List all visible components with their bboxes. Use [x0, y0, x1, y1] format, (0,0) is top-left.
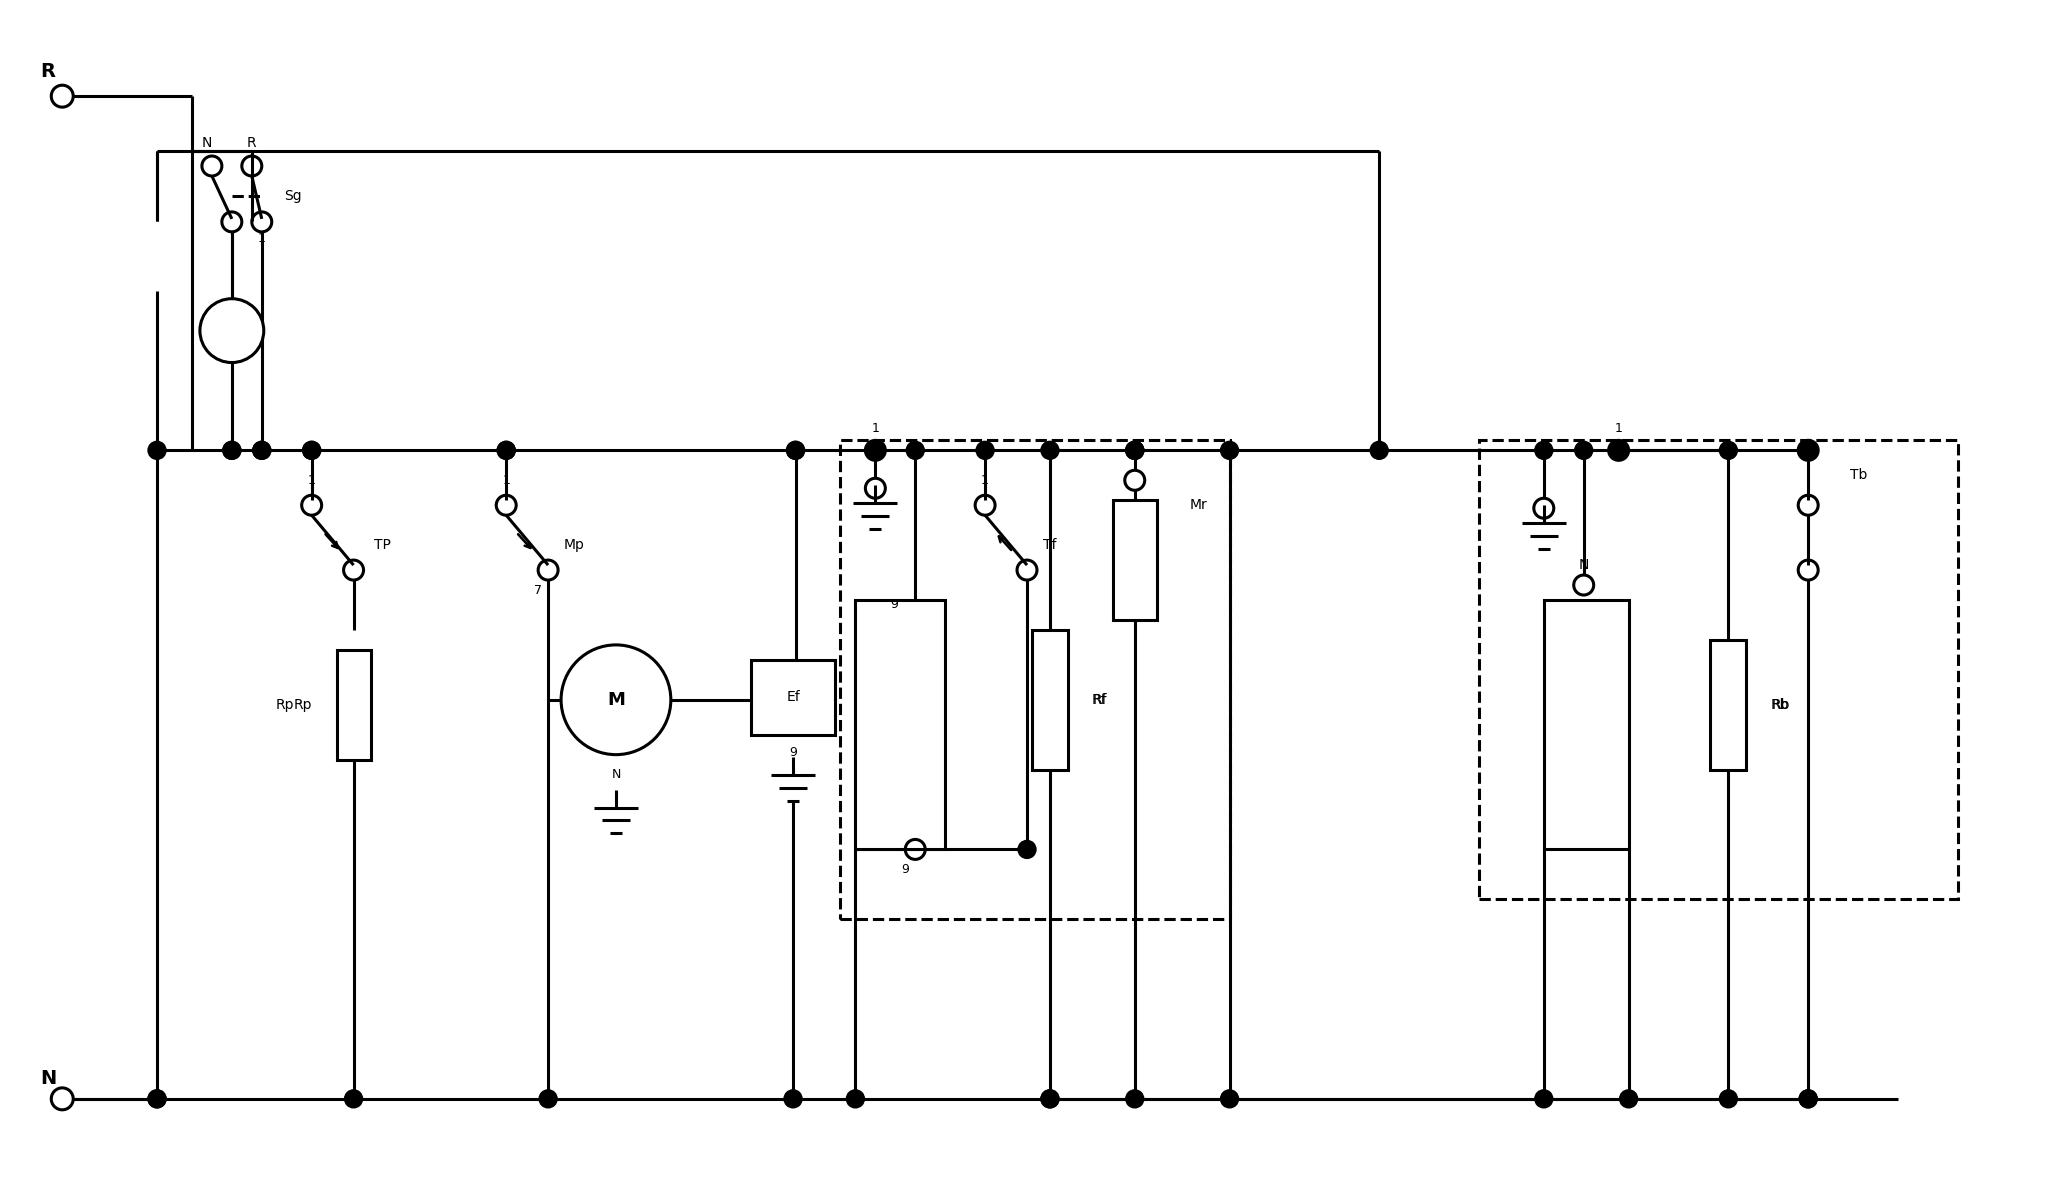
- Text: TP: TP: [374, 538, 391, 552]
- Bar: [1711, 640, 1746, 769]
- Circle shape: [1799, 442, 1818, 460]
- Text: R: R: [247, 136, 257, 150]
- Circle shape: [148, 1090, 167, 1108]
- Circle shape: [866, 442, 884, 460]
- Circle shape: [1575, 442, 1593, 460]
- Circle shape: [253, 442, 271, 460]
- Circle shape: [1620, 1090, 1637, 1108]
- Circle shape: [1799, 1090, 1818, 1108]
- Bar: [1544, 600, 1628, 850]
- Text: Rf: Rf: [1094, 692, 1108, 707]
- Text: Mp: Mp: [563, 538, 586, 552]
- Text: N: N: [41, 1069, 58, 1088]
- Circle shape: [1719, 1090, 1737, 1108]
- Circle shape: [977, 442, 995, 460]
- Circle shape: [1719, 442, 1737, 460]
- Text: 1: 1: [1614, 422, 1622, 434]
- Circle shape: [199, 299, 263, 362]
- Text: N: N: [1579, 558, 1589, 572]
- Circle shape: [1610, 442, 1628, 460]
- Text: Tb: Tb: [1850, 468, 1867, 482]
- Text: 7: 7: [535, 583, 543, 596]
- Circle shape: [302, 442, 321, 460]
- Bar: [1112, 500, 1158, 620]
- Circle shape: [498, 442, 516, 460]
- Circle shape: [1221, 1090, 1238, 1108]
- Text: Tf: Tf: [1042, 538, 1057, 552]
- Text: 1: 1: [257, 233, 265, 245]
- Circle shape: [222, 442, 241, 460]
- Circle shape: [561, 644, 670, 755]
- Circle shape: [1127, 442, 1143, 460]
- Circle shape: [787, 442, 804, 460]
- Circle shape: [1040, 1090, 1059, 1108]
- Circle shape: [783, 1090, 802, 1108]
- Circle shape: [253, 442, 271, 460]
- Text: 9: 9: [890, 599, 898, 612]
- Circle shape: [847, 1090, 864, 1108]
- Text: 9: 9: [790, 746, 798, 760]
- Text: 9: 9: [901, 863, 909, 876]
- Text: 1: 1: [502, 474, 510, 487]
- Circle shape: [1369, 442, 1388, 460]
- Circle shape: [148, 1090, 167, 1108]
- Text: 1: 1: [981, 474, 989, 487]
- Bar: [841, 440, 1229, 919]
- Text: R: R: [41, 61, 56, 80]
- Text: Rb: Rb: [1772, 697, 1791, 712]
- Circle shape: [345, 1090, 362, 1108]
- Circle shape: [1536, 442, 1552, 460]
- Circle shape: [302, 442, 321, 460]
- Bar: [1032, 630, 1067, 769]
- Text: 1: 1: [308, 474, 317, 487]
- Circle shape: [222, 442, 241, 460]
- Circle shape: [498, 442, 516, 460]
- Circle shape: [1127, 442, 1143, 460]
- Bar: [855, 600, 946, 850]
- Text: Rb: Rb: [1770, 697, 1789, 712]
- Circle shape: [787, 442, 804, 460]
- Circle shape: [1127, 1090, 1143, 1108]
- Circle shape: [1799, 1090, 1818, 1108]
- Text: Ef: Ef: [785, 690, 800, 704]
- Bar: [750, 660, 835, 734]
- Text: Mr: Mr: [1190, 498, 1207, 512]
- Circle shape: [907, 442, 925, 460]
- Circle shape: [148, 442, 167, 460]
- Text: N: N: [201, 136, 212, 150]
- Circle shape: [1040, 1090, 1059, 1108]
- Text: 1: 1: [872, 422, 880, 434]
- Text: M: M: [607, 691, 625, 709]
- Circle shape: [1536, 1090, 1552, 1108]
- Text: Rp: Rp: [294, 697, 313, 712]
- Circle shape: [1040, 442, 1059, 460]
- Circle shape: [1127, 442, 1143, 460]
- Circle shape: [1221, 442, 1238, 460]
- Bar: [337, 650, 370, 760]
- Bar: [1478, 440, 1957, 899]
- Text: Rp: Rp: [276, 697, 294, 712]
- Text: Rf: Rf: [1092, 692, 1106, 707]
- Circle shape: [1018, 840, 1036, 858]
- Circle shape: [539, 1090, 557, 1108]
- Text: Sg: Sg: [284, 188, 302, 203]
- Text: N: N: [611, 768, 621, 781]
